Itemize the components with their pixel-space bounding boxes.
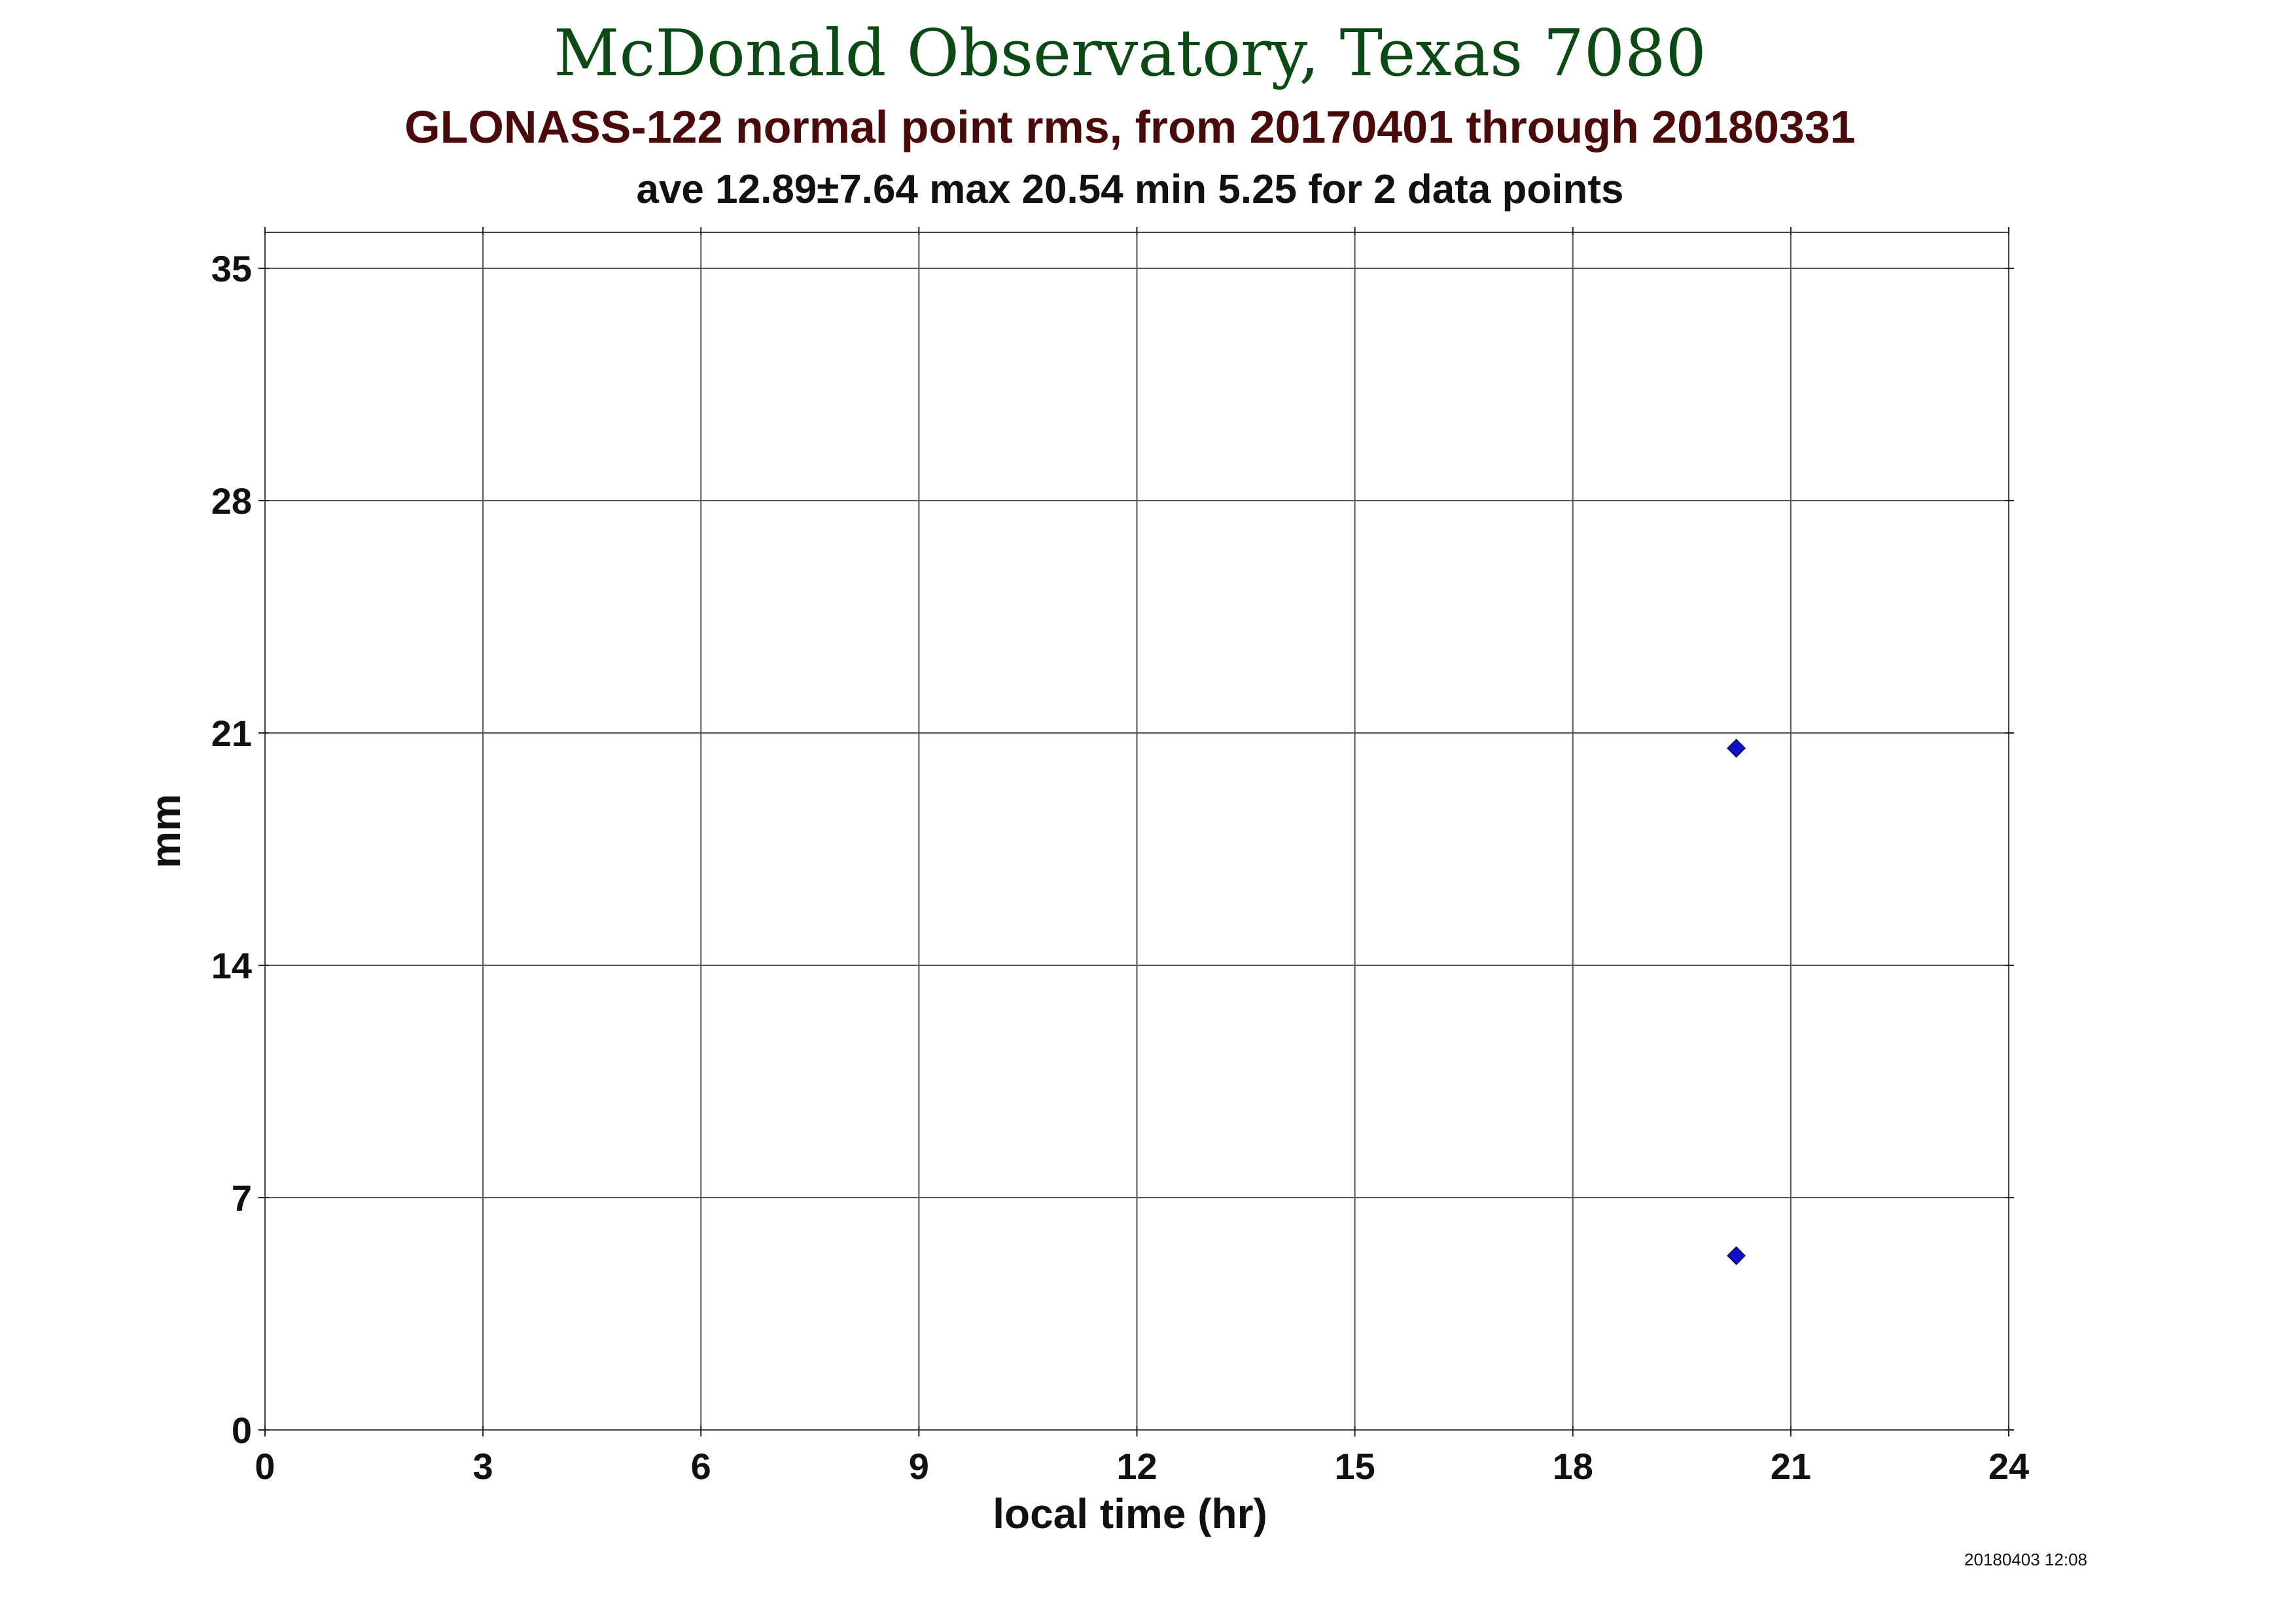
chart-stats: ave 12.89±7.64 max 20.54 min 5.25 for 2 …: [636, 167, 1623, 212]
x-tick-label: 0: [255, 1446, 275, 1487]
timestamp: 20180403 12:08: [1964, 1550, 2087, 1569]
x-tick-label: 6: [691, 1446, 711, 1487]
x-tick-label: 9: [909, 1446, 929, 1487]
y-axis-label: mm: [142, 794, 189, 868]
x-tick-label: 15: [1334, 1446, 1375, 1487]
x-axis-label: local time (hr): [993, 1490, 1267, 1537]
data-point-diamond: [1727, 1246, 1746, 1266]
y-tick-label: 28: [211, 480, 252, 522]
x-tick-label: 12: [1116, 1446, 1157, 1487]
chart-subtitle: GLONASS-122 normal point rms, from 20170…: [404, 101, 1855, 152]
data-points: [1727, 738, 1746, 1266]
y-tick-label: 14: [211, 945, 252, 986]
x-tick-label: 3: [473, 1446, 493, 1487]
y-tick-label: 35: [211, 248, 252, 289]
data-point-diamond: [1727, 738, 1746, 758]
x-tick-label: 21: [1771, 1446, 1811, 1487]
x-tick-label: 18: [1553, 1446, 1593, 1487]
grid: [265, 232, 2009, 1430]
y-tick-label: 7: [232, 1177, 252, 1219]
axis-ticks: 0 3 6 9 12 15 18 21 24 0 7 14 21 28 35: [211, 227, 2029, 1487]
chart-title: McDonald Observatory, Texas 7080: [554, 16, 1706, 91]
y-tick-label: 0: [232, 1410, 252, 1451]
x-tick-label: 24: [1988, 1446, 2029, 1487]
y-tick-label: 21: [211, 713, 252, 754]
